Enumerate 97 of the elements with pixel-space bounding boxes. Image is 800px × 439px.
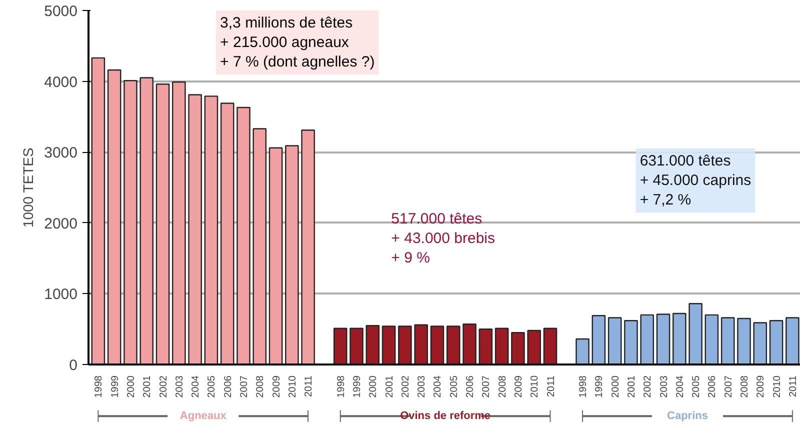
x-tick-label: 2003 xyxy=(416,375,428,398)
x-tick-label: 2002 xyxy=(158,375,170,398)
bar xyxy=(720,317,735,364)
x-tick-label: 2000 xyxy=(126,375,137,398)
x-tick-label: 2009 xyxy=(756,375,767,398)
bar xyxy=(704,314,719,364)
bar xyxy=(608,317,622,364)
x-tick-label: 2004 xyxy=(432,375,444,398)
y-tick-label: 5000 xyxy=(44,3,78,20)
bar xyxy=(640,314,654,364)
y-tick-label: 1000 xyxy=(44,286,78,304)
bar xyxy=(576,338,590,364)
x-tick-label: 2005 xyxy=(206,375,218,398)
x-tick-label: 2003 xyxy=(658,375,670,398)
x-tick-label: 1998 xyxy=(578,375,590,398)
x-tick-label: 2007 xyxy=(723,375,734,398)
x-tick-label: 1999 xyxy=(110,375,121,398)
x-tick-label: 2008 xyxy=(739,375,750,398)
x-tick-label: 1999 xyxy=(352,375,364,398)
bar xyxy=(769,320,784,364)
x-tick-label: 2011 xyxy=(546,375,557,398)
bar xyxy=(252,128,267,364)
y-tick-label: 4000 xyxy=(44,74,78,91)
x-tick-label: 2004 xyxy=(674,375,686,398)
bar xyxy=(301,130,315,364)
x-tick-label: 2008 xyxy=(255,375,266,398)
bar xyxy=(188,94,202,364)
x-tick-label: 2003 xyxy=(174,375,186,398)
bar xyxy=(285,145,299,364)
bar xyxy=(156,84,170,364)
x-tick-label: 2001 xyxy=(626,375,638,398)
bar xyxy=(430,326,444,364)
bar xyxy=(220,102,234,364)
bar xyxy=(107,69,122,364)
bar xyxy=(511,332,525,364)
bar xyxy=(527,330,541,364)
y-tick-label: 2000 xyxy=(44,215,78,232)
x-tick-label: 2007 xyxy=(238,375,250,398)
bar xyxy=(124,80,138,364)
y-tick-label: 0 xyxy=(69,357,78,374)
x-tick-label: 2010 xyxy=(287,375,298,398)
bar xyxy=(414,324,428,364)
annotation: 517.000 têtes + 43.000 brebis + 9 % xyxy=(391,210,496,267)
x-tick-label: 2006 xyxy=(222,375,234,398)
x-tick-label: 2000 xyxy=(610,375,622,398)
bar xyxy=(172,81,186,364)
text: Agneaux xyxy=(180,410,228,422)
bar xyxy=(333,328,348,364)
bar xyxy=(140,77,154,364)
x-tick-label: 2010 xyxy=(530,375,541,398)
x-tick-label: 2006 xyxy=(707,375,718,398)
x-tick-label: 2002 xyxy=(642,375,654,398)
bar xyxy=(672,312,686,364)
x-tick-label: 2006 xyxy=(465,375,476,398)
x-tick-label: 2007 xyxy=(481,375,492,398)
bar xyxy=(446,326,460,364)
bar xyxy=(398,326,412,364)
bar xyxy=(494,328,509,364)
bar xyxy=(624,320,638,364)
annotation: 631.000 têtes + 45.000 caprins + 7,2 % xyxy=(640,152,752,209)
x-tick-label: 2010 xyxy=(772,375,783,398)
x-tick-label: 2004 xyxy=(190,375,202,398)
bar xyxy=(592,315,606,364)
x-tick-label: 2001 xyxy=(384,375,396,398)
x-tick-label: 2009 xyxy=(513,375,524,398)
text: Ovins de reforme xyxy=(400,410,491,422)
bar xyxy=(737,318,751,364)
x-tick-label: 1999 xyxy=(594,375,606,398)
x-tick-label: 2008 xyxy=(497,375,508,398)
bar xyxy=(236,106,250,364)
x-tick-label: 2009 xyxy=(271,375,282,398)
y-tick-label: 3000 xyxy=(44,144,78,162)
x-tick-label: 2011 xyxy=(788,375,799,398)
x-tick-label: 2005 xyxy=(691,375,702,398)
bar xyxy=(382,326,396,364)
x-tick-label: 2005 xyxy=(448,375,460,398)
bar xyxy=(478,328,493,364)
bar xyxy=(366,324,380,364)
x-tick-label: 2002 xyxy=(400,375,412,398)
bar xyxy=(543,328,558,364)
bar xyxy=(786,317,800,364)
annotation: 3,3 millions de têtes + 215.000 agneaux + 7 % (dont agnelles ?) xyxy=(220,14,375,71)
bar xyxy=(462,324,476,364)
bar xyxy=(688,303,702,364)
y-axis-title: 1000 TETES xyxy=(20,148,36,228)
x-tick-label: 2000 xyxy=(368,375,380,398)
bar xyxy=(204,96,218,364)
bar xyxy=(656,314,670,364)
text: Caprins xyxy=(667,410,708,422)
x-tick-label: 1998 xyxy=(336,375,347,398)
bar xyxy=(350,328,364,364)
x-tick-label: 1998 xyxy=(94,375,105,398)
bar xyxy=(753,322,768,364)
x-tick-label: 2001 xyxy=(142,375,154,398)
x-tick-label: 2011 xyxy=(304,375,315,398)
bar xyxy=(268,147,283,364)
bar xyxy=(91,57,106,364)
